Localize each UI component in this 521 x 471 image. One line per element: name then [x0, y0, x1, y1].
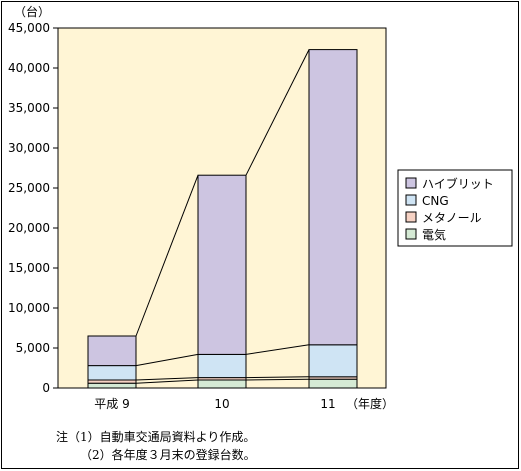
y-tick-label: 20,000 [8, 221, 50, 235]
connector-line [135, 377, 199, 381]
bar-segment [87, 335, 137, 367]
bar-segment [87, 382, 137, 389]
legend-swatch [405, 177, 417, 189]
y-tick-label: 30,000 [8, 141, 50, 155]
legend-label: 電気 [422, 227, 446, 242]
y-tick-label: 0 [42, 381, 50, 395]
x-tick-label: 11 [320, 397, 335, 411]
connector-line [135, 175, 199, 337]
x-tick-label: 平成 9 [94, 397, 129, 411]
connector-line [245, 49, 310, 176]
y-tick-label: 10,000 [8, 301, 50, 315]
y-tick-label: 35,000 [8, 101, 50, 115]
bar-segment [197, 379, 247, 389]
x-tick-label: 10 [214, 397, 229, 411]
bar-segment [308, 344, 358, 378]
y-tick-label: 45,000 [8, 21, 50, 35]
bar-segment [197, 353, 247, 379]
legend-label: CNG [422, 194, 449, 208]
legend-swatch [405, 228, 417, 240]
bar-segment [197, 174, 247, 355]
connector-line [135, 379, 199, 384]
y-unit-label: （台） [14, 4, 50, 19]
legend-label: ハイブリット [422, 176, 494, 191]
y-tick-label: 15,000 [8, 261, 50, 275]
legend-label: メタノール [422, 211, 482, 225]
connector-line [245, 344, 310, 355]
y-tick-label: 25,000 [8, 181, 50, 195]
bar-segment [87, 365, 137, 381]
legend-swatch [405, 194, 417, 206]
bar-segment [308, 378, 358, 389]
note-source: 注（1）自動車交通局資料より作成。 [56, 430, 256, 444]
connector-line [245, 376, 310, 379]
y-tick-label: 40,000 [8, 61, 50, 75]
legend-swatch [405, 211, 417, 223]
note-definition: （2）各年度３月末の登録台数。 [80, 448, 256, 462]
legend [397, 169, 513, 247]
connector-line [245, 378, 310, 381]
y-tick-label: 5,000 [16, 341, 50, 355]
connector-line [135, 353, 199, 367]
bar-segment [308, 49, 358, 346]
x-axis-unit-label: （年度） [346, 396, 394, 411]
